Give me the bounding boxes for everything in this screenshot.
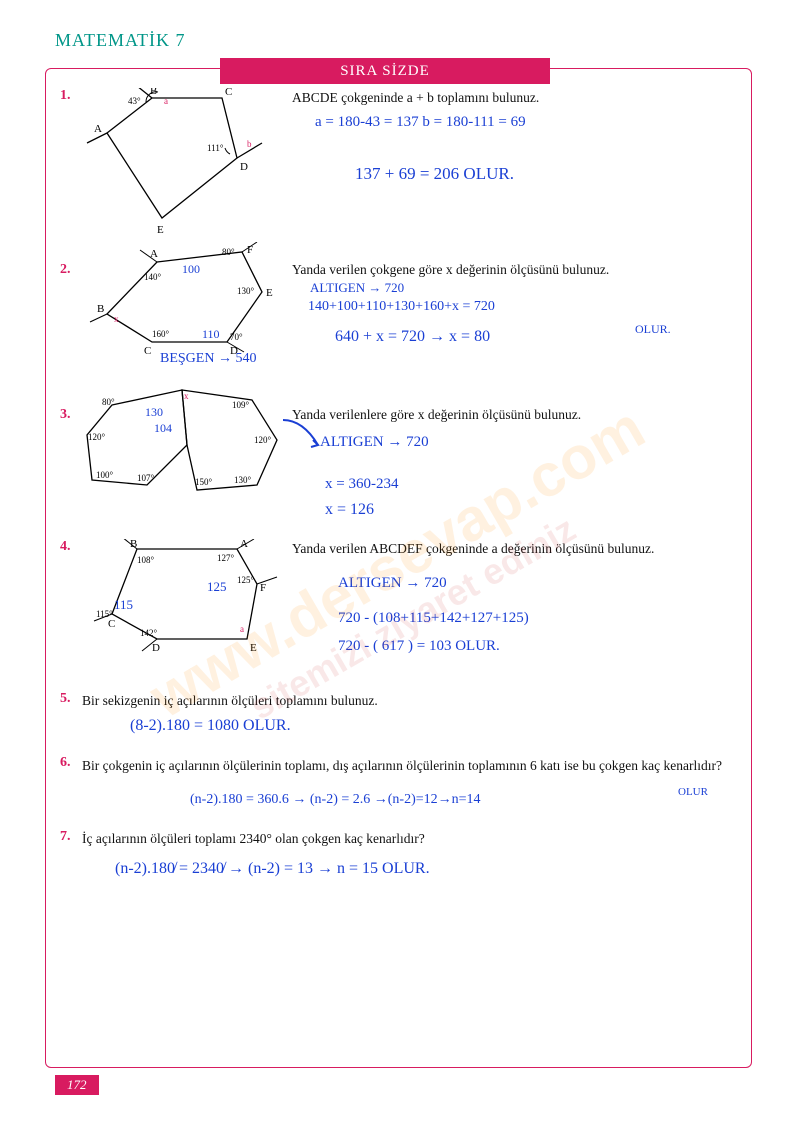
question-3: Yanda verilenlere göre x değerinin ölçüs…: [292, 385, 739, 423]
question-4: Yanda verilen ABCDEF çokgeninde a değeri…: [292, 539, 739, 557]
a142: 142°: [140, 628, 158, 638]
diagram-2: A F E D C B 80° 140° 160° 70° 130° x 100: [82, 242, 292, 357]
hw-1-1: a = 180-43 = 137 b = 180-111 = 69: [315, 113, 526, 133]
a120: 120°: [88, 432, 106, 442]
label-E: E: [266, 287, 273, 299]
hw-6-1b: OLUR: [678, 785, 708, 799]
a150: 150°: [195, 477, 213, 487]
hw-n100: 100: [182, 262, 200, 278]
label-A: A: [240, 539, 248, 550]
label-B: B: [130, 539, 137, 550]
angle-a: a: [164, 96, 168, 106]
a107: 107°: [137, 473, 155, 483]
hw-2-3: 640 + x = 720 → x = 80: [335, 327, 490, 348]
angle-x: x: [114, 314, 119, 324]
angle-43: 43°: [128, 96, 141, 106]
question-1: ABCDE çokgeninde a + b toplamını bulunuz…: [292, 88, 739, 106]
problem-number: 5.: [60, 691, 82, 707]
hw-n110: 110: [202, 327, 220, 343]
polygon-2-svg: A F E D C B 80° 140° 160° 70° 130° x: [82, 242, 292, 357]
label-C: C: [144, 345, 151, 357]
problem-7: 7. İç açılarının ölçüleri toplamı 2340° …: [60, 829, 739, 899]
hw-3-3: x = 126: [325, 500, 374, 521]
label-D: D: [240, 161, 248, 173]
arrow-icon: [278, 415, 328, 455]
diagram-1: A B C D E 43° a 111° b: [82, 88, 292, 238]
angle-140: 140°: [144, 272, 162, 282]
label-C: C: [225, 88, 232, 98]
hw-5-1: (8-2).180 = 1080 OLUR.: [130, 716, 291, 737]
angle-x: x: [184, 391, 189, 401]
label-A: A: [150, 248, 158, 260]
diagram-3: 80° 120° 100° 107° 150° 130° 109° 120° x…: [82, 385, 292, 505]
a115: 115°: [96, 609, 113, 619]
a120b: 120°: [254, 435, 272, 445]
hw-2-2: 140+100+110+130+160+x = 720: [308, 298, 495, 316]
hw-2-1: ALTIGEN → 720: [310, 280, 404, 297]
problem-1: 1. A B C D E 43° a: [60, 88, 739, 238]
polygon-1-svg: A B C D E 43° a 111° b: [82, 88, 282, 238]
problem-number: 7.: [60, 829, 82, 845]
label-F: F: [247, 244, 253, 256]
problem-number: 4.: [60, 539, 82, 555]
label-A: A: [94, 123, 102, 135]
angle-a: a: [240, 624, 244, 634]
problem-number: 2.: [60, 242, 82, 278]
hw-2-top: BEŞGEN → 540: [160, 350, 256, 368]
problem-number: 6.: [60, 755, 82, 771]
hw-2-3b: OLUR.: [635, 322, 671, 338]
page: www.dersevap.com sitemizi ziyaret ediniz…: [0, 0, 794, 1123]
angle-b: b: [247, 139, 252, 149]
label-C: C: [108, 618, 115, 630]
label-E: E: [250, 642, 257, 654]
label-F: F: [260, 582, 266, 594]
question-7: İç açılarının ölçüleri toplamı 2340° ola…: [82, 829, 739, 847]
hw-n125: 125: [207, 579, 227, 596]
hw-4-2: 720 - (108+115+142+127+125): [338, 609, 529, 629]
hw-n115: 115: [114, 597, 133, 614]
problem-number: 3.: [60, 385, 82, 423]
a108: 108°: [137, 555, 155, 565]
a127: 127°: [217, 553, 235, 563]
question-6: Bir çokgenin iç açılarının ölçülerinin t…: [82, 755, 739, 776]
angle-70: 70°: [230, 332, 243, 342]
a130: 130°: [234, 475, 252, 485]
diagram-4: B A F E D C 108° 127° 125° 115° 142° a 1…: [82, 539, 292, 669]
hw-1-2: 137 + 69 = 206 OLUR.: [355, 163, 514, 185]
hw-3-2: x = 360-234: [325, 475, 398, 495]
a109: 109°: [232, 400, 250, 410]
content-area: 1. A B C D E 43° a: [60, 88, 739, 1063]
angle-160: 160°: [152, 329, 170, 339]
question-5: Bir sekizgenin iç açılarının ölçüleri to…: [82, 691, 739, 709]
problem-2: 2. A F E D C B 80°: [60, 242, 739, 367]
angle-80: 80°: [222, 247, 235, 257]
hw-4-1: ALTIGEN → 720: [338, 574, 447, 594]
problem-5: 5. Bir sekizgenin iç açılarının ölçüleri…: [60, 691, 739, 751]
header-subject: MATEMATİK 7: [55, 30, 744, 51]
angle-111: 111°: [207, 143, 224, 153]
problem-6: 6. Bir çokgenin iç açılarının ölçülerini…: [60, 755, 739, 825]
question-2: Yanda verilen çokgene göre x değerinin ö…: [292, 242, 739, 278]
polygon-3-svg: 80° 120° 100° 107° 150° 130° 109° 120° x: [82, 385, 302, 505]
label-E: E: [157, 224, 164, 236]
hw-n104: 104: [154, 421, 172, 437]
hw-4-3: 720 - ( 617 ) = 103 OLUR.: [338, 637, 500, 657]
hw-6-1: (n-2).180 = 360.6 → (n-2) = 2.6 →(n-2)=1…: [190, 791, 481, 809]
hw-7-1: (n-2).180̸ = 2340̸ → (n-2) = 13 → n = 15…: [115, 859, 430, 880]
problem-4: 4. B A F E D C 108: [60, 539, 739, 679]
hw-n130: 130: [145, 405, 163, 421]
banner-title: SIRA SİZDE: [220, 58, 550, 84]
hw-3-1: ALTIGEN → 720: [320, 433, 429, 453]
page-number: 172: [55, 1075, 99, 1095]
a100: 100°: [96, 470, 114, 480]
a80: 80°: [102, 397, 115, 407]
angle-130: 130°: [237, 286, 255, 296]
label-B: B: [97, 303, 104, 315]
a125: 125°: [237, 575, 255, 585]
label-D: D: [152, 642, 160, 654]
label-B: B: [150, 88, 157, 97]
problem-number: 1.: [60, 88, 82, 104]
problem-3: 3. 80° 120° 100° 107° 150° 130° 109° 120…: [60, 385, 739, 535]
